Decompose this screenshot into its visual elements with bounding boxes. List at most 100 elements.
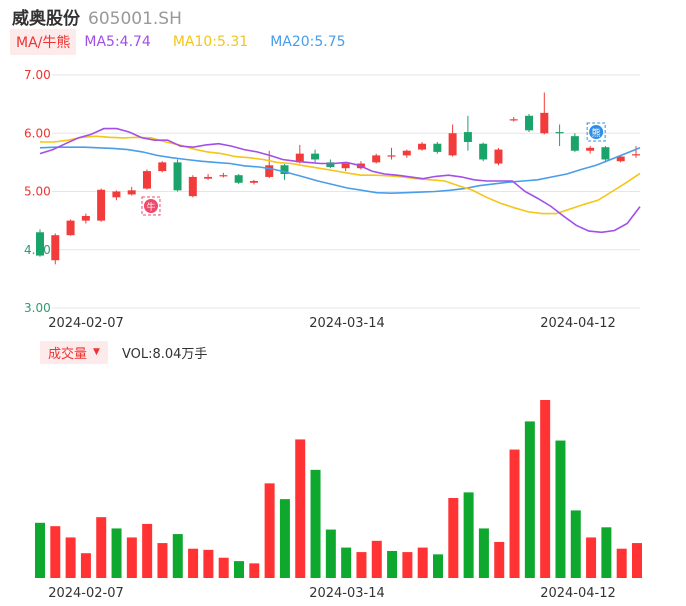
volume-bar bbox=[586, 537, 597, 578]
candle-body bbox=[433, 143, 442, 152]
volume-bar bbox=[157, 543, 168, 578]
volume-bar bbox=[126, 537, 137, 578]
volume-legend: 成交量 ▼ VOL:8.04万手 bbox=[40, 340, 208, 364]
candlestick-series bbox=[36, 92, 640, 265]
ma10-legend: MA10:5.31 bbox=[172, 34, 249, 50]
volume-bar bbox=[341, 547, 352, 578]
bear-marker-icon bbox=[589, 125, 604, 139]
ma5-legend: MA5:4.74 bbox=[84, 34, 151, 50]
volume-bar bbox=[417, 547, 428, 578]
candle-body bbox=[158, 162, 167, 172]
price-grid bbox=[52, 74, 640, 309]
bull-marker-label: 牛 bbox=[146, 201, 155, 213]
volume-x-axis: 2024-02-07 2024-03-14 2024-04-12 bbox=[48, 586, 616, 601]
volume-bar bbox=[96, 517, 107, 578]
price-tick-label: 6.00 bbox=[24, 126, 51, 140]
volume-bar bbox=[632, 543, 642, 578]
candle-body bbox=[280, 165, 289, 175]
candle-body bbox=[509, 119, 518, 121]
candle-body bbox=[66, 220, 75, 236]
volume-bar bbox=[65, 537, 76, 578]
bull-marker-frame bbox=[141, 196, 161, 216]
price-x-tick-label: 2024-03-14 bbox=[309, 316, 385, 331]
candle-body bbox=[219, 175, 228, 177]
volume-bar bbox=[325, 529, 336, 578]
candle-body bbox=[204, 176, 213, 179]
candle-body bbox=[36, 232, 44, 256]
volume-bar bbox=[387, 550, 398, 578]
volume-indicator-dropdown[interactable]: 成交量 ▼ bbox=[40, 340, 108, 364]
price-tick-label: 5.00 bbox=[24, 185, 51, 199]
candle-body bbox=[249, 181, 258, 183]
candle-body bbox=[311, 153, 320, 160]
volume-indicator-label: 成交量 bbox=[48, 346, 88, 362]
stock-name: 威奥股份 bbox=[12, 9, 80, 29]
candle-body bbox=[127, 190, 136, 195]
volume-bar bbox=[524, 421, 535, 578]
candle-body bbox=[479, 143, 488, 160]
price-axis: 7.006.005.004.003.00 bbox=[24, 68, 51, 315]
ma-lines bbox=[39, 127, 641, 234]
volume-bar bbox=[188, 548, 199, 578]
bull-marker-icon bbox=[143, 199, 158, 213]
volume-bar bbox=[310, 469, 321, 578]
volume-bar bbox=[295, 439, 306, 578]
candle-body bbox=[326, 162, 335, 168]
volume-bar bbox=[433, 554, 443, 578]
candle-body bbox=[387, 155, 396, 157]
volume-bar bbox=[601, 527, 612, 578]
candle-body bbox=[295, 153, 304, 163]
candle-body bbox=[632, 154, 640, 156]
candle-body bbox=[142, 171, 151, 189]
volume-bar bbox=[249, 563, 260, 578]
bear-marker-label: 熊 bbox=[592, 127, 601, 139]
volume-bar bbox=[234, 561, 244, 578]
candle-body bbox=[265, 165, 274, 177]
volume-bar bbox=[279, 499, 290, 578]
volume-bar bbox=[555, 440, 566, 578]
volume-bar bbox=[540, 400, 551, 578]
price-x-tick-label: 2024-02-07 bbox=[48, 316, 124, 331]
ma20-line bbox=[39, 146, 641, 195]
volume-bar bbox=[616, 548, 627, 578]
candle-body bbox=[51, 235, 60, 261]
candle-body bbox=[402, 150, 411, 156]
volume-bar bbox=[172, 534, 183, 578]
volume-bar bbox=[448, 498, 459, 578]
volume-value: VOL:8.04万手 bbox=[121, 346, 208, 362]
volume-x-tick-label: 2024-04-12 bbox=[540, 586, 616, 601]
ma-toggle-button[interactable]: MA/牛熊 bbox=[10, 29, 77, 55]
volume-bar bbox=[509, 449, 520, 578]
volume-bar bbox=[356, 552, 367, 578]
volume-x-tick-label: 2024-03-14 bbox=[309, 586, 385, 601]
candle-body bbox=[234, 175, 243, 183]
signal-markers: 牛熊 bbox=[141, 122, 606, 216]
price-x-tick-label: 2024-04-12 bbox=[540, 316, 616, 331]
price-tick-label: 3.00 bbox=[24, 301, 51, 315]
candle-body bbox=[601, 147, 610, 160]
bear-marker-frame bbox=[586, 122, 606, 142]
candle-body bbox=[586, 147, 595, 151]
stock-header: 威奥股份 605001.SH bbox=[12, 4, 182, 29]
candle-body bbox=[372, 155, 381, 163]
candle-body bbox=[112, 191, 121, 198]
candle-body bbox=[570, 136, 579, 151]
volume-series bbox=[35, 400, 642, 578]
volume-bar bbox=[570, 510, 581, 578]
volume-bar bbox=[50, 526, 61, 578]
volume-bar bbox=[264, 483, 275, 578]
candle-body bbox=[97, 189, 106, 221]
candle-body bbox=[188, 176, 197, 197]
candle-body bbox=[81, 215, 90, 221]
candle-body bbox=[341, 163, 350, 169]
volume-bar bbox=[371, 540, 382, 578]
volume-bar bbox=[35, 522, 45, 578]
volume-bar bbox=[142, 523, 153, 578]
volume-bar bbox=[402, 552, 413, 578]
volume-x-tick-label: 2024-02-07 bbox=[48, 586, 124, 601]
ma-legend: MA/牛熊 MA5:4.74 MA10:5.31 MA20:5.75 bbox=[10, 29, 360, 55]
ma5-line bbox=[39, 127, 641, 234]
stock-code: 605001.SH bbox=[88, 9, 182, 29]
ma20-legend: MA20:5.75 bbox=[270, 34, 346, 50]
